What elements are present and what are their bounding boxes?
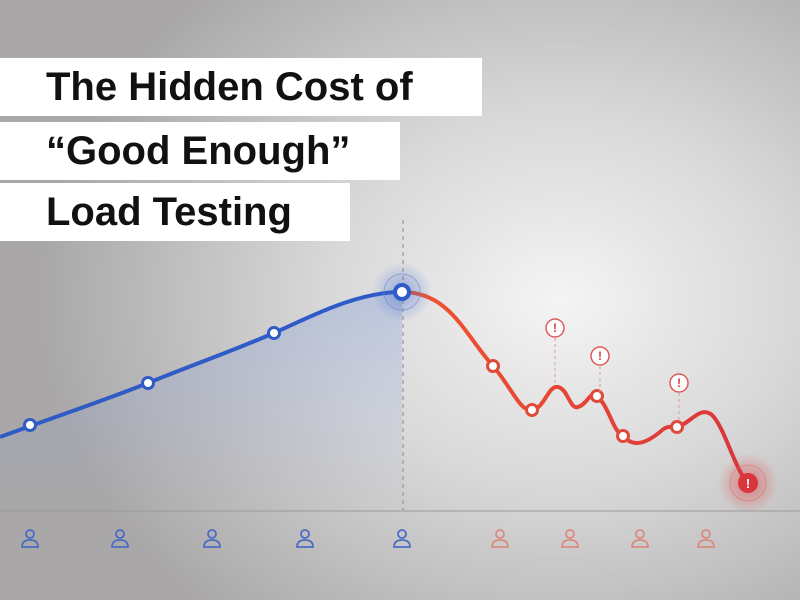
curve-points [23, 262, 684, 443]
degrading-curve [401, 290, 750, 485]
svg-text:!: ! [677, 376, 681, 390]
title-line: Load Testing [0, 183, 350, 241]
user-icons [21, 529, 715, 548]
svg-text:!: ! [746, 476, 750, 491]
load-area [0, 292, 402, 511]
title-line: “Good Enough” [0, 122, 400, 180]
healthy-curve [0, 290, 403, 439]
failure-point: ! [718, 453, 778, 513]
warning-markers: !!! [545, 318, 689, 424]
svg-text:!: ! [598, 349, 602, 363]
svg-text:!: ! [553, 321, 557, 335]
title-line: The Hidden Cost of [0, 58, 482, 116]
